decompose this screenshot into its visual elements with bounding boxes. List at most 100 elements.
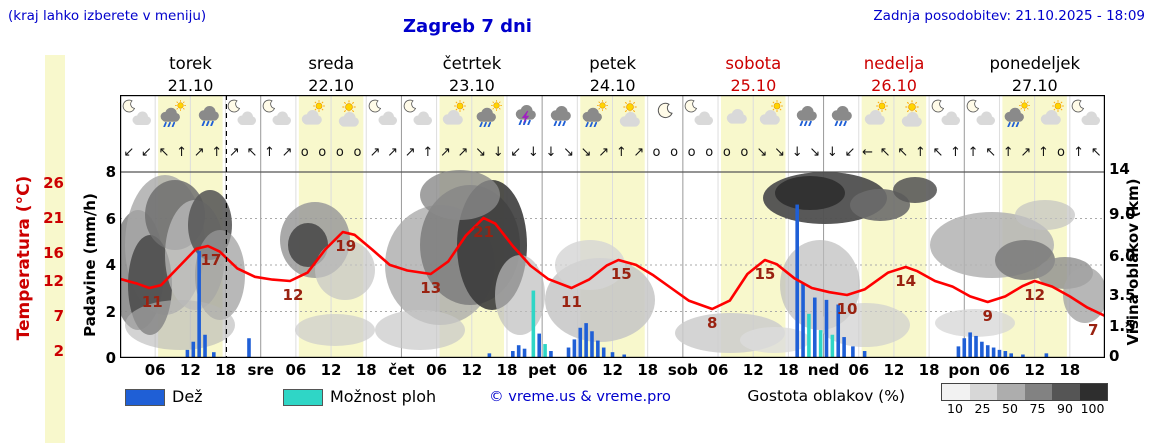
weather-icon-sun-cloud — [613, 99, 647, 129]
wind-symbol: ↖ — [246, 145, 258, 160]
weather-icon-cloud-sun — [1035, 99, 1069, 129]
weather-icon-cloud-moon — [367, 99, 401, 129]
rain-bar — [191, 341, 196, 358]
x-tick: sob — [667, 361, 698, 379]
rain-legend-label: Dež — [172, 387, 203, 406]
wind-symbol: o — [353, 145, 362, 160]
x-tick: 18 — [1059, 361, 1081, 379]
wind-symbol: ↑ — [967, 145, 979, 160]
temp-value-label: 7 — [1088, 321, 1099, 339]
wind-symbol: ↖ — [932, 145, 944, 160]
day-date: 23.10 — [449, 76, 495, 95]
chart-plot: ↙ ↙ ↖ ↑ ↗ ↑ ↗ ↖ ↑ ↗ o o o o ↗ ↗ ↗ ↑ ↗ ↗ ↘ ↓ ↙ ↓ ↓ ↘ ↘ ↗ ↑ ↗ o o o o o o ↘ ↘ ↓ ↘… — [120, 95, 1105, 358]
cloud-blob — [820, 303, 910, 347]
cloud-blob — [555, 240, 625, 290]
wind-symbol: o — [687, 145, 696, 160]
copyright-link[interactable]: © vreme.us & vreme.pro — [489, 389, 671, 405]
wind-symbol: ↗ — [193, 145, 205, 160]
day-name: petek — [589, 54, 637, 73]
rain-legend-swatch — [125, 389, 165, 406]
temp-value-label: 9 — [982, 307, 993, 325]
cloud-tick: 9.0 — [1109, 205, 1136, 223]
wind-symbol: ↗ — [228, 145, 240, 160]
day-name: sobota — [725, 54, 782, 73]
gradient-scale-label: 90 — [1057, 401, 1073, 416]
temp-value-label: 8 — [706, 314, 718, 332]
rain-bar — [596, 340, 600, 358]
weather-icon-rain — [824, 99, 858, 129]
day-date: 27.10 — [1011, 76, 1058, 95]
cloud-blob — [315, 240, 375, 300]
rain-bar — [511, 351, 515, 358]
x-tick: pet — [528, 361, 557, 379]
chart-canvas — [120, 95, 1105, 358]
rain-bar — [1021, 354, 1025, 358]
weather-icon-cloud-moon — [226, 99, 260, 129]
plot-border — [120, 95, 1105, 358]
rain-bar — [601, 347, 606, 358]
wind-symbol: ↙ — [123, 145, 135, 160]
wind-symbol: ↙ — [844, 145, 856, 160]
temp-value-label: 19 — [335, 237, 357, 255]
weather-icon-rain-sun — [156, 99, 190, 129]
wind-symbol: o — [705, 145, 714, 160]
gradient-scale-label: 50 — [1002, 401, 1018, 416]
weather-icon-cloud-moon — [402, 99, 436, 129]
x-tick: 18 — [496, 361, 518, 379]
wind-symbol: ↗ — [1020, 145, 1032, 160]
wind-symbol: ↖ — [985, 145, 997, 160]
rain-bar — [590, 331, 594, 358]
rain-bar — [974, 335, 978, 358]
weather-icon-cloud-sun — [754, 99, 788, 129]
rain-bar — [836, 304, 841, 358]
left-strip — [45, 55, 65, 443]
temp-value-label: 11 — [561, 293, 582, 311]
rain-bar — [247, 338, 251, 358]
wind-symbol: ↑ — [1073, 145, 1085, 160]
rain-bar — [851, 346, 855, 358]
x-tick: 18 — [355, 361, 377, 379]
wind-symbol: o — [318, 145, 327, 160]
gradient-segment — [969, 384, 997, 400]
last-update: Zadnja posodobitev: 21.10.2025 - 18:09 — [873, 8, 1145, 24]
cloud-blob — [125, 300, 235, 350]
wind-symbol: ↑ — [914, 145, 926, 160]
weather-icon-sun-cloud — [895, 99, 929, 129]
day-name: nedelja — [863, 54, 925, 73]
weather-icon-rain — [789, 99, 823, 129]
rain-bar — [812, 297, 817, 358]
showers-legend-label: Možnost ploh — [330, 387, 437, 406]
day-date: 22.10 — [308, 76, 355, 95]
weather-icon-cloud-moon — [930, 99, 964, 129]
wind-symbol: ↗ — [633, 145, 645, 160]
rain-bar — [862, 351, 867, 358]
wind-symbol: ↑ — [1002, 145, 1014, 160]
temp-tick: 21 — [43, 209, 64, 227]
cloud-tick: 14 — [1109, 160, 1130, 178]
day-date: 21.10 — [167, 76, 214, 95]
precip-tick: 0 — [105, 349, 116, 367]
temp-value-label: 14 — [895, 272, 917, 290]
x-tick: 12 — [320, 361, 342, 379]
day-date: 24.10 — [589, 76, 636, 95]
cloud-density-gradient — [941, 383, 1108, 401]
weather-icon-cloud-moon — [683, 99, 717, 129]
wind-symbol: ↘ — [774, 145, 786, 160]
gradient-scale-label: 100 — [1080, 401, 1105, 416]
weather-icon-cloud-moon — [1070, 99, 1104, 129]
x-tick: 06 — [989, 361, 1010, 379]
wind-symbol: ↑ — [615, 145, 627, 160]
cloud-blob — [195, 230, 245, 320]
wind-symbol: ↑ — [422, 145, 434, 160]
weather-icon-cloud-sun — [296, 99, 330, 129]
cloud-tick: 6.0 — [1109, 247, 1136, 265]
gradient-segment — [1024, 384, 1052, 400]
wind-symbol: ↙ — [140, 145, 152, 160]
precip-tick: 2 — [105, 302, 116, 321]
shower-bar — [807, 313, 811, 358]
cloud-blob — [1063, 267, 1105, 323]
precip-tick: 4 — [105, 256, 116, 274]
shower-bar — [818, 330, 823, 358]
x-tick: 18 — [777, 361, 799, 379]
